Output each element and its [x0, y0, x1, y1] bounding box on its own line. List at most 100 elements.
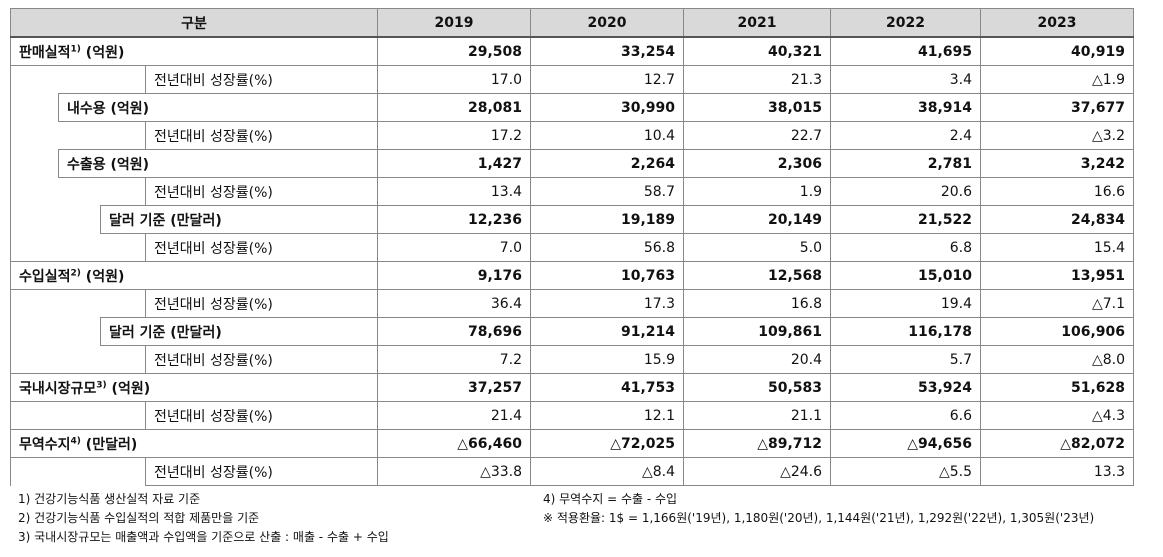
table-row: 전년대비 성장률(%) 7.0 56.8 5.0 6.8 15.4 — [10, 233, 1135, 262]
table-row: 달러 기준 (만달러) 12,236 19,189 20,149 21,522 24,83… — [10, 205, 1135, 234]
value-cell: 36.4 — [377, 289, 532, 318]
footnote-ref: 3) — [96, 379, 107, 390]
unit: (억원) — [110, 100, 150, 117]
value-cell: 15,010 — [830, 261, 982, 290]
row-label: 전년대비 성장률(%) — [144, 233, 379, 262]
value-cell: 12.7 — [530, 65, 685, 94]
unit: (억원) — [85, 44, 125, 61]
indent-cell — [10, 177, 146, 206]
value-cell: 40,919 — [980, 36, 1135, 66]
value-cell: 91,214 — [530, 317, 685, 346]
data-table: 구분 2019 2020 2021 2022 2023 판매실적1) (억원) 29,508… — [9, 8, 1135, 486]
footnote: 3) 국내시장규모는 매출액과 수입액을 기준으로 산출 : 매출 - 수출 +… — [18, 530, 389, 544]
value-cell: 13,951 — [980, 261, 1135, 290]
value-cell: 28,081 — [377, 93, 532, 122]
value-cell: 41,695 — [830, 36, 982, 66]
label-text: 전년대비 성장률(%) — [154, 296, 273, 313]
label-text: 전년대비 성장률(%) — [154, 240, 273, 257]
value-cell: △7.1 — [980, 289, 1135, 318]
table-row: 전년대비 성장률(%) 13.4 58.7 1.9 20.6 16.6 — [10, 177, 1135, 206]
unit: (만달러) — [170, 212, 222, 229]
unit: (억원) — [110, 156, 150, 173]
value-cell: △8.0 — [980, 345, 1135, 374]
label-text: 달러 기준 — [109, 324, 166, 341]
value-cell: 1.9 — [683, 177, 832, 206]
value-cell: 19.4 — [830, 289, 982, 318]
indent-cell — [10, 65, 146, 94]
label-text: 판매실적 — [19, 44, 71, 61]
label-text: 전년대비 성장률(%) — [154, 72, 273, 89]
value-cell: △5.5 — [830, 457, 982, 486]
value-cell: 16.6 — [980, 177, 1135, 206]
value-cell: 12,568 — [683, 261, 832, 290]
footnote-ref: 4) — [70, 435, 81, 446]
row-label: 전년대비 성장률(%) — [144, 121, 379, 150]
footnote: ※ 적용환율: 1$ = 1,166원('19년), 1,180원('20년),… — [543, 511, 1095, 525]
footnote: 4) 무역수지 = 수출 - 수입 — [543, 492, 678, 506]
value-cell: 21,522 — [830, 205, 982, 234]
value-cell: 19,189 — [530, 205, 685, 234]
value-cell: 37,257 — [377, 373, 532, 402]
indent-cell — [10, 205, 101, 234]
table-row: 전년대비 성장률(%) △33.8 △8.4 △24.6 △5.5 13.3 — [10, 457, 1135, 486]
table-row: 전년대비 성장률(%) 17.2 10.4 22.7 2.4 △3.2 — [10, 121, 1135, 150]
table-row: 무역수지4) (만달러) △66,460 △72,025 △89,712 △94,656… — [9, 429, 1135, 458]
value-cell: 106,906 — [980, 317, 1135, 346]
table-row: 국내시장규모3) (억원) 37,257 41,753 50,583 53,924 51,… — [9, 373, 1135, 402]
value-cell: △4.3 — [980, 401, 1135, 430]
value-cell: 7.0 — [377, 233, 532, 262]
value-cell: 17.2 — [377, 121, 532, 150]
footnote: 1) 건강기능식품 생산실적 자료 기준 — [18, 492, 201, 506]
value-cell: △8.4 — [530, 457, 685, 486]
value-cell: 1,427 — [377, 149, 532, 178]
indent-cell — [10, 121, 146, 150]
label-text: 무역수지 — [19, 436, 71, 453]
value-cell: 2,781 — [830, 149, 982, 178]
table-row: 전년대비 성장률(%) 36.4 17.3 16.8 19.4 △7.1 — [10, 289, 1135, 318]
value-cell: 53,924 — [830, 373, 982, 402]
value-cell: 109,861 — [683, 317, 832, 346]
row-label: 국내시장규모3) (억원) — [9, 373, 379, 402]
value-cell: 3.4 — [830, 65, 982, 94]
value-cell: 50,583 — [683, 373, 832, 402]
label-text: 전년대비 성장률(%) — [154, 464, 273, 481]
footnote-ref: 1) — [70, 43, 81, 54]
indent-cell — [10, 345, 146, 374]
value-cell: 22.7 — [683, 121, 832, 150]
label-text: 전년대비 성장률(%) — [154, 408, 273, 425]
value-cell: 58.7 — [530, 177, 685, 206]
unit: (억원) — [111, 380, 151, 397]
value-cell: 41,753 — [530, 373, 685, 402]
label-text: 내수용 — [67, 100, 106, 117]
value-cell: 16.8 — [683, 289, 832, 318]
value-cell: 24,834 — [980, 205, 1135, 234]
value-cell: △72,025 — [530, 429, 685, 458]
value-cell: 38,914 — [830, 93, 982, 122]
value-cell: △3.2 — [980, 121, 1135, 150]
header-cell: 2021 — [683, 8, 832, 38]
row-label: 달러 기준 (만달러) — [99, 317, 379, 346]
row-label: 전년대비 성장률(%) — [144, 457, 379, 486]
value-cell: 17.3 — [530, 289, 685, 318]
value-cell: 2.4 — [830, 121, 982, 150]
indent-cell — [10, 317, 101, 346]
table-row: 판매실적1) (억원) 29,508 33,254 40,321 41,695 40,91… — [9, 36, 1135, 66]
indent-cell — [10, 401, 146, 430]
value-cell: 20.4 — [683, 345, 832, 374]
value-cell: 51,628 — [980, 373, 1135, 402]
value-cell: 3,242 — [980, 149, 1135, 178]
unit: (억원) — [85, 268, 125, 285]
value-cell: 2,264 — [530, 149, 685, 178]
header-cell: 구분 — [9, 8, 379, 38]
header-cell: 2022 — [830, 8, 982, 38]
indent-cell — [10, 457, 146, 486]
row-label: 무역수지4) (만달러) — [9, 429, 379, 458]
unit: (만달러) — [85, 436, 138, 453]
footnote-ref: 2) — [70, 267, 81, 278]
value-cell: △1.9 — [980, 65, 1135, 94]
value-cell: 5.0 — [683, 233, 832, 262]
table-row: 달러 기준 (만달러) 78,696 91,214 109,861 116,178 106… — [10, 317, 1135, 346]
value-cell: 15.9 — [530, 345, 685, 374]
row-label: 전년대비 성장률(%) — [144, 345, 379, 374]
